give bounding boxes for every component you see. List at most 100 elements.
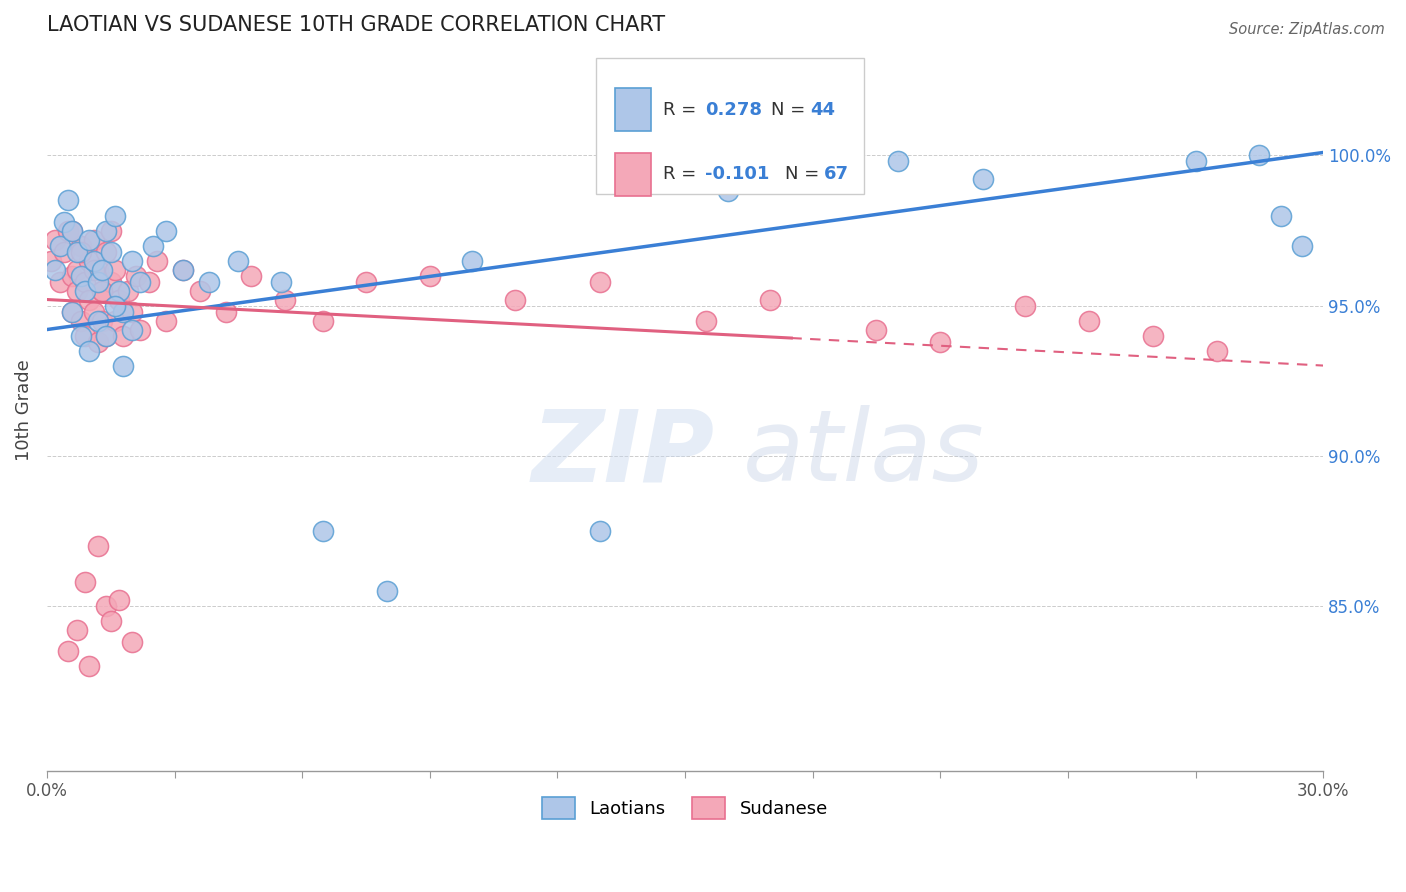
- Text: R =: R =: [664, 101, 703, 119]
- Point: [695, 313, 717, 327]
- Point: [70, 268, 93, 283]
- Point: [1184, 154, 1206, 169]
- Point: [56, 643, 79, 657]
- Point: [138, 275, 160, 289]
- Point: [146, 253, 169, 268]
- Point: [461, 253, 484, 268]
- Point: [75, 284, 97, 298]
- Point: [121, 322, 143, 336]
- Point: [100, 244, 122, 259]
- Point: [1291, 238, 1313, 252]
- Point: [172, 262, 194, 277]
- Point: [79, 233, 101, 247]
- Bar: [614, 153, 651, 196]
- Point: [66, 284, 89, 298]
- Point: [112, 359, 135, 373]
- Text: 44: 44: [810, 101, 835, 119]
- Text: N =: N =: [770, 101, 810, 119]
- Point: [70, 328, 93, 343]
- Point: [96, 244, 118, 259]
- Point: [96, 328, 118, 343]
- Point: [91, 284, 114, 298]
- Point: [44, 262, 66, 277]
- Text: 0.278: 0.278: [706, 101, 762, 119]
- Point: [79, 343, 101, 358]
- Point: [197, 275, 219, 289]
- Point: [75, 275, 97, 289]
- Point: [1014, 299, 1036, 313]
- Point: [589, 524, 612, 538]
- Point: [70, 313, 93, 327]
- Point: [104, 209, 127, 223]
- Point: [155, 223, 177, 237]
- Point: [121, 253, 143, 268]
- Text: LAOTIAN VS SUDANESE 10TH GRADE CORRELATION CHART: LAOTIAN VS SUDANESE 10TH GRADE CORRELATI…: [46, 15, 665, 35]
- Point: [1205, 343, 1227, 358]
- Point: [96, 223, 118, 237]
- Point: [759, 293, 782, 307]
- Point: [70, 238, 93, 252]
- Point: [62, 223, 84, 237]
- Point: [39, 253, 62, 268]
- Point: [865, 322, 887, 336]
- Point: [716, 185, 738, 199]
- Point: [100, 223, 122, 237]
- Point: [188, 284, 211, 298]
- Point: [172, 262, 194, 277]
- Point: [112, 304, 135, 318]
- Point: [100, 614, 122, 628]
- Point: [228, 253, 250, 268]
- Point: [79, 253, 101, 268]
- Point: [104, 299, 127, 313]
- Point: [929, 334, 952, 349]
- Point: [155, 313, 177, 327]
- Point: [129, 275, 152, 289]
- Point: [121, 304, 143, 318]
- Point: [91, 313, 114, 327]
- Point: [312, 524, 335, 538]
- Point: [66, 623, 89, 637]
- Text: 67: 67: [824, 165, 849, 184]
- Point: [91, 262, 114, 277]
- Text: Source: ZipAtlas.com: Source: ZipAtlas.com: [1229, 22, 1385, 37]
- Bar: [614, 88, 651, 131]
- Text: R =: R =: [664, 165, 703, 184]
- Point: [87, 334, 110, 349]
- Point: [83, 233, 105, 247]
- Point: [214, 304, 236, 318]
- Point: [62, 304, 84, 318]
- Point: [312, 313, 335, 327]
- Point: [589, 275, 612, 289]
- Point: [52, 244, 75, 259]
- Point: [48, 238, 70, 252]
- Point: [112, 328, 135, 343]
- Point: [62, 304, 84, 318]
- Point: [108, 284, 131, 298]
- Point: [66, 262, 89, 277]
- Point: [108, 293, 131, 307]
- Point: [121, 634, 143, 648]
- Point: [66, 244, 89, 259]
- Point: [96, 599, 118, 613]
- Text: ZIP: ZIP: [531, 405, 714, 502]
- Point: [108, 592, 131, 607]
- Point: [503, 293, 526, 307]
- Point: [79, 658, 101, 673]
- Point: [1142, 328, 1164, 343]
- Point: [87, 275, 110, 289]
- Text: -0.101: -0.101: [706, 165, 770, 184]
- Point: [104, 313, 127, 327]
- Point: [87, 539, 110, 553]
- Point: [70, 244, 93, 259]
- Point: [96, 328, 118, 343]
- Point: [100, 275, 122, 289]
- Y-axis label: 10th Grade: 10th Grade: [15, 359, 32, 461]
- Point: [117, 284, 139, 298]
- Point: [52, 214, 75, 228]
- Point: [104, 262, 127, 277]
- Point: [1249, 148, 1271, 162]
- Point: [972, 172, 994, 186]
- Point: [79, 293, 101, 307]
- Point: [62, 223, 84, 237]
- Point: [75, 574, 97, 589]
